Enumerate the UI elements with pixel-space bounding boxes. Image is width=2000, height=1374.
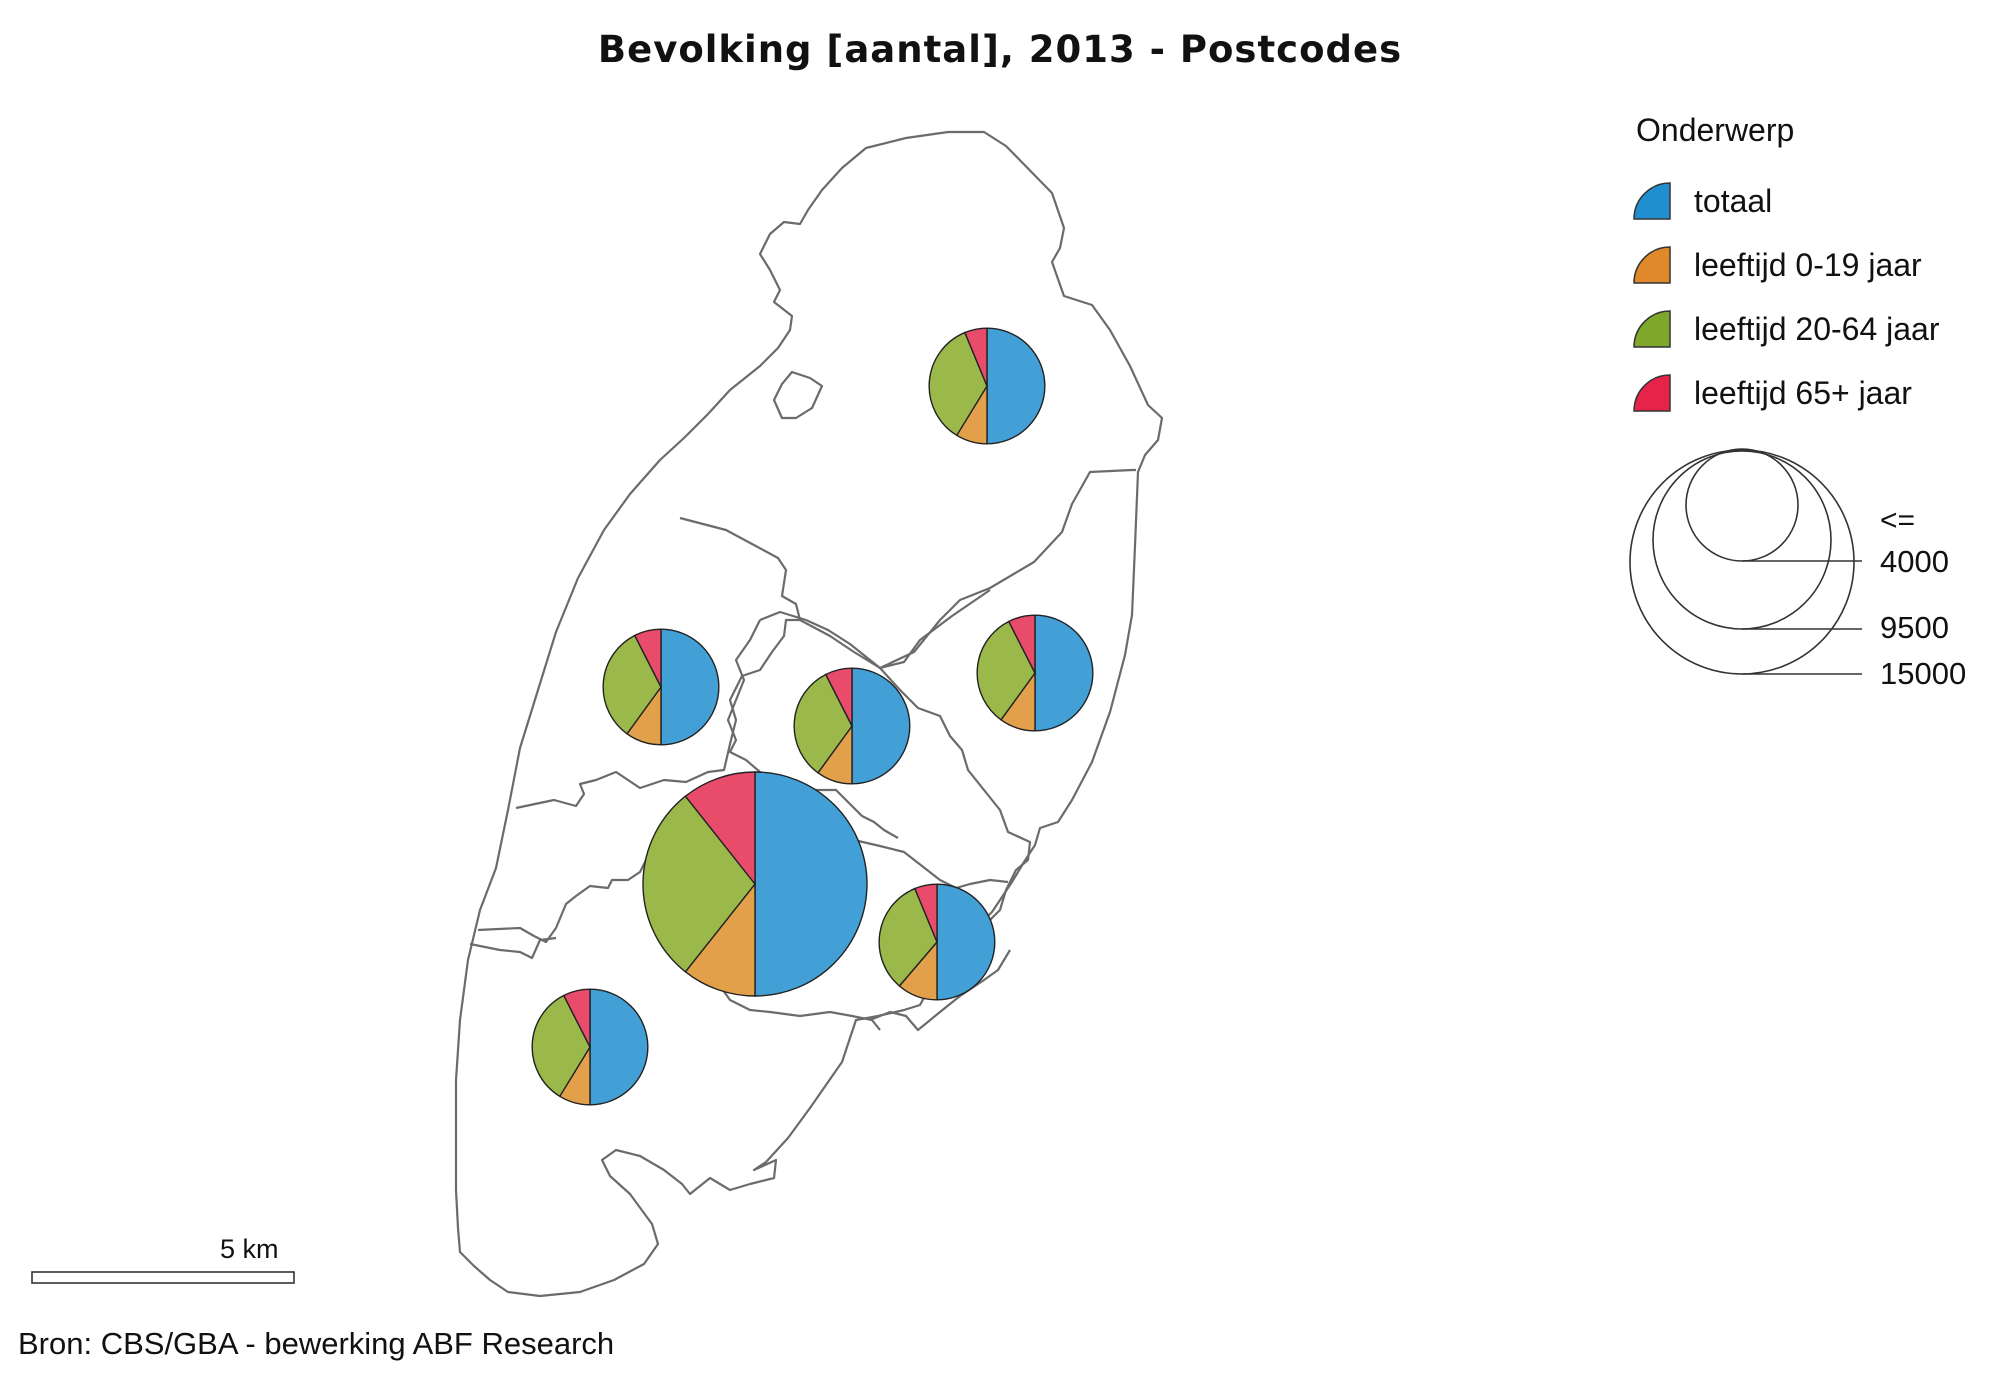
pie-slice-totaal-west-mid <box>660 628 720 746</box>
boundary-east <box>879 589 991 670</box>
pie-slice-totaal-east <box>1034 614 1094 732</box>
legend-item-20-64: leeftijd 20-64 jaar <box>1622 297 1982 361</box>
legend-item-0-19: leeftijd 0-19 jaar <box>1622 233 1982 297</box>
boundary-southeast <box>869 949 1011 1032</box>
boundary-westmid <box>515 618 800 810</box>
pie-slice-totaal-south-east <box>936 883 996 1001</box>
size-legend-circle-15000 <box>1629 449 1855 675</box>
map-title: Bevolking [aantal], 2013 - Postcodes <box>597 28 1403 71</box>
legend-swatch-totaal <box>1633 182 1671 220</box>
population-pies <box>531 327 1094 1106</box>
north-notch <box>772 370 824 420</box>
pie-slice-totaal-north <box>986 327 1046 445</box>
island-outline <box>454 130 1164 1298</box>
pie-slice-65-plus-south-east <box>913 883 938 943</box>
size-legend-circle-4000 <box>1685 448 1799 562</box>
legend-label-0-19: leeftijd 0-19 jaar <box>1694 246 1922 283</box>
legend-swatch-20-64 <box>1633 310 1671 348</box>
legend-label-20-64: leeftijd 20-64 jaar <box>1694 310 1940 347</box>
pie-slice-0-19-city <box>684 881 756 997</box>
size-legend-header: <= <box>1880 504 1915 537</box>
pie-slice-20-64-city <box>642 795 756 973</box>
pie-slice-totaal-city <box>754 771 868 997</box>
boundary-city-south <box>699 959 881 1031</box>
legend-swatch-0-19 <box>1633 246 1671 284</box>
source-note: Bron: CBS/GBA - bewerking ABF Research <box>18 1326 615 1361</box>
pie-slice-65-plus-east <box>1007 614 1036 674</box>
size-legend-value-9500: 9500 <box>1880 610 1949 645</box>
pie-slice-65-plus-city <box>684 771 756 887</box>
legend-item-totaal: totaal <box>1622 169 1982 233</box>
scale-bar-rect <box>31 1271 295 1284</box>
pie-slice-65-plus-west-mid <box>633 628 662 688</box>
size-legend-circle-9500 <box>1652 450 1832 630</box>
pie-slice-20-64-north <box>928 331 988 437</box>
legend-swatch-65-plus <box>1633 374 1671 412</box>
legend-label-65-plus: leeftijd 65+ jaar <box>1694 374 1912 411</box>
scale-bar <box>31 1271 295 1284</box>
legend-item-65-plus: leeftijd 65+ jaar <box>1622 361 1982 425</box>
pie-slice-20-64-south-east <box>878 887 938 987</box>
legend: Onderwerp totaal leeftijd 0-19 jaar leef… <box>1622 112 1982 425</box>
boundary-sw-west <box>469 936 557 960</box>
boundary-center <box>759 610 1032 921</box>
size-legend-value-4000: 4000 <box>1880 544 1949 579</box>
size-legend-value-15000: 15000 <box>1880 656 1966 691</box>
boundary-city-east <box>853 838 1009 890</box>
size-legend <box>1629 448 1862 675</box>
boundary-north <box>679 468 1136 670</box>
pie-slice-totaal-center <box>851 667 911 785</box>
pie-slice-20-64-south-west <box>531 994 591 1098</box>
postcode-regions <box>454 130 1164 1298</box>
pie-slice-65-plus-north <box>963 327 988 387</box>
pie-slice-65-plus-center <box>824 667 853 727</box>
pie-slice-totaal-south-west <box>589 988 649 1106</box>
pie-slice-65-plus-south-west <box>562 988 591 1048</box>
scale-bar-label: 5 km <box>220 1234 279 1264</box>
legend-title: Onderwerp <box>1636 112 1795 148</box>
legend-label-totaal: totaal <box>1694 182 1773 219</box>
